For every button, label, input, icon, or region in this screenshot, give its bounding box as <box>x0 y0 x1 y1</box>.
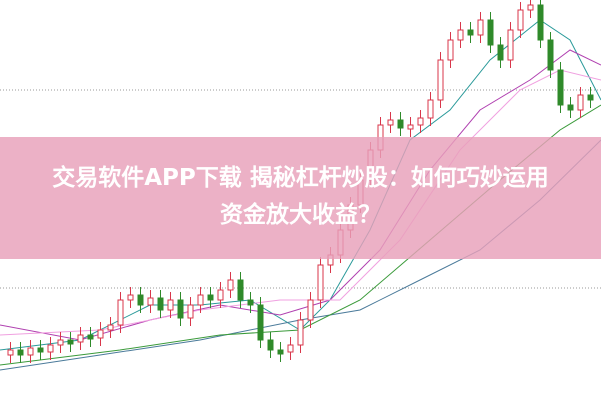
title-line-1: 交易软件APP下载 揭秘杠杆炒股：如何巧妙运用 <box>52 165 549 191</box>
candle <box>47 344 54 353</box>
candle <box>527 4 534 11</box>
candle <box>67 339 74 345</box>
title-line-2: 资金放大收益？ <box>220 202 381 228</box>
candle <box>217 289 224 301</box>
candle <box>257 304 264 341</box>
candle <box>437 59 444 101</box>
candle <box>197 294 204 306</box>
candle <box>397 119 404 129</box>
candle <box>247 299 254 306</box>
candle <box>547 39 554 71</box>
candle <box>177 299 184 319</box>
candle <box>267 339 274 351</box>
moving-average-mid <box>0 49 601 341</box>
candle <box>167 299 174 311</box>
candle <box>387 119 394 126</box>
candle <box>87 334 94 340</box>
candle <box>7 349 14 356</box>
candle <box>287 344 294 353</box>
candle <box>517 9 524 31</box>
candle <box>297 319 304 346</box>
title-banner <box>0 137 601 259</box>
candle <box>467 29 474 36</box>
candle <box>127 294 134 301</box>
article-title: 交易软件APP下载 揭秘杠杆炒股：如何巧妙运用 资金放大收益？ <box>0 160 601 234</box>
candle <box>27 347 34 356</box>
candle <box>97 329 104 339</box>
candle <box>557 69 564 106</box>
candle <box>77 334 84 343</box>
candle <box>107 324 114 331</box>
candle <box>577 94 584 111</box>
candle <box>417 117 424 126</box>
candle <box>277 349 284 355</box>
candle <box>187 304 194 319</box>
candle <box>457 29 464 41</box>
candle <box>147 297 154 306</box>
candle <box>307 299 314 321</box>
candle <box>407 124 414 130</box>
candle <box>57 339 64 346</box>
candle <box>447 39 454 61</box>
candle <box>17 349 24 356</box>
candle <box>487 19 494 46</box>
moving-average-long <box>0 69 601 336</box>
candle <box>117 299 124 326</box>
candle <box>477 19 484 36</box>
candle <box>317 264 324 301</box>
candle <box>507 29 514 61</box>
candle <box>237 279 244 301</box>
candle <box>567 104 574 111</box>
candle <box>37 347 44 353</box>
candle <box>427 99 434 119</box>
candle <box>497 44 504 61</box>
candle <box>587 94 594 101</box>
candle <box>207 294 214 301</box>
candle <box>537 4 544 41</box>
candle <box>137 294 144 306</box>
candle <box>157 297 164 311</box>
candle <box>227 279 234 291</box>
